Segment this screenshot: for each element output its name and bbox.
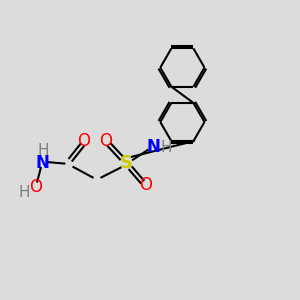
Text: N: N [35,154,49,172]
Text: O: O [30,178,43,196]
Text: N: N [146,138,160,156]
Text: O: O [139,176,152,194]
Text: H: H [38,143,49,158]
Text: O: O [99,132,112,150]
Text: H: H [19,184,30,200]
Text: H: H [160,140,172,154]
Text: O: O [77,132,90,150]
Text: S: S [120,154,133,172]
